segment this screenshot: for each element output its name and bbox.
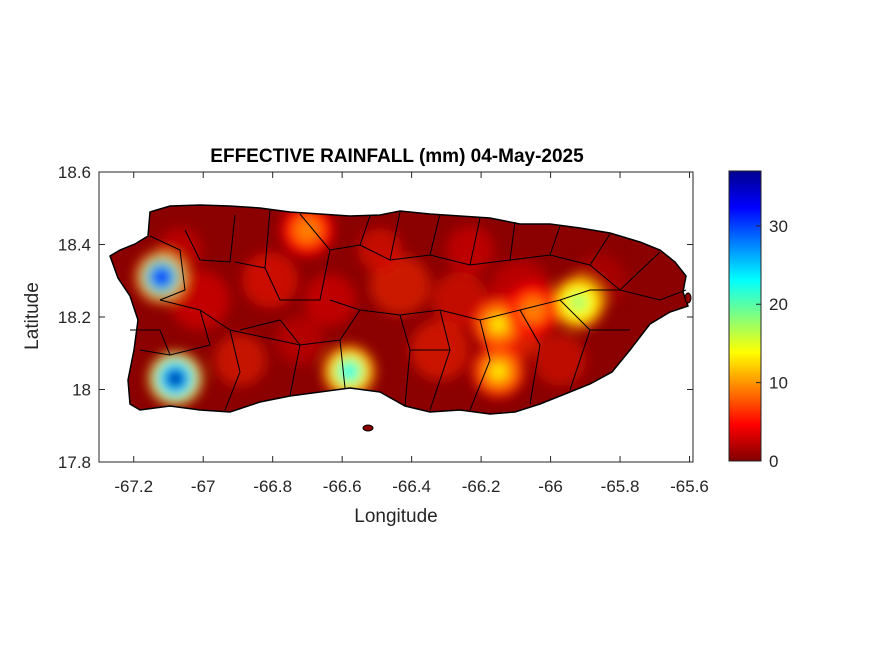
x-tick-label: -67 xyxy=(191,477,216,496)
x-tick-label: -66.2 xyxy=(462,477,501,496)
rainfall-hotspot xyxy=(490,363,507,380)
rainfall-hotspot xyxy=(299,222,316,238)
colorbar-tick-label: 0 xyxy=(769,452,778,471)
eastern-islet xyxy=(684,292,692,304)
texture-blob xyxy=(214,334,266,386)
municipality-boundary xyxy=(239,319,301,397)
municipality-boundary xyxy=(149,235,186,301)
x-tick-label: -65.6 xyxy=(670,477,709,496)
rainfall-hotspots xyxy=(135,205,626,405)
rainfall-hotspot xyxy=(570,294,587,311)
texture-blob xyxy=(446,226,494,274)
colorbar-ticks: 0 10 20 30 xyxy=(756,217,788,471)
municipality-boundary xyxy=(184,214,236,263)
colorbar xyxy=(728,170,762,462)
x-axis-ticks: -67.2 -67 -66.8 -66.6 -66.4 -66.2 -66 -65.8 -65.… xyxy=(114,172,709,496)
x-tick-label: -66.6 xyxy=(323,477,362,496)
map-title: EFFECTIVE RAINFALL (mm) 04-May-2025 xyxy=(210,146,584,167)
rainfall-hotspot xyxy=(167,370,184,387)
municipality-boundary xyxy=(619,289,687,301)
municipality-boundary xyxy=(264,213,331,301)
y-tick-label: 17.8 xyxy=(58,453,91,472)
colorbar-tick-label: 10 xyxy=(769,374,788,393)
municipality-boundaries xyxy=(130,209,687,411)
y-tick-label: 18.6 xyxy=(58,163,91,182)
rainfall-hotspot xyxy=(341,363,358,380)
y-axis-ticks: 18.6 18.4 18.2 18 17.8 xyxy=(58,163,693,472)
texture-blob xyxy=(432,272,488,328)
municipality-boundary xyxy=(229,329,301,346)
x-axis-label: Longitude xyxy=(354,506,437,527)
x-tick-label: -67.2 xyxy=(114,477,153,496)
municipality-boundary xyxy=(559,289,620,301)
rainfall-hotspot xyxy=(490,316,507,333)
y-axis-label: Latitude xyxy=(22,282,43,350)
x-tick-label: -66.8 xyxy=(253,477,292,496)
municipality-boundary xyxy=(399,309,451,411)
texture-blob xyxy=(358,228,402,272)
x-tick-label: -65.8 xyxy=(601,477,640,496)
municipality-boundary xyxy=(359,309,411,407)
municipality-boundary xyxy=(139,309,211,356)
colorbar-tick-label: 20 xyxy=(769,295,788,314)
y-tick-label: 18.4 xyxy=(58,236,91,255)
colorbar-tick-label: 30 xyxy=(769,217,788,236)
texture-blob xyxy=(534,334,586,386)
x-tick-label: -66 xyxy=(538,477,563,496)
y-tick-label: 18.2 xyxy=(58,308,91,327)
x-tick-label: -66.4 xyxy=(392,477,431,496)
municipality-boundary xyxy=(479,309,541,405)
municipality-boundary xyxy=(519,299,591,391)
rainfall-hotspot xyxy=(153,269,170,286)
island-outline xyxy=(109,204,689,415)
texture-blob xyxy=(276,316,324,364)
island-rainfall-layer xyxy=(110,205,688,414)
municipality-boundary xyxy=(439,309,491,411)
caja-de-muertos-islet xyxy=(362,424,374,432)
rainfall-hotspot xyxy=(525,301,542,318)
municipality-boundary xyxy=(130,329,171,356)
y-tick-label: 18 xyxy=(72,381,91,400)
